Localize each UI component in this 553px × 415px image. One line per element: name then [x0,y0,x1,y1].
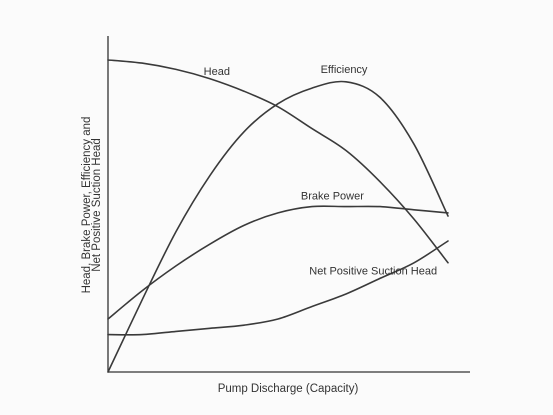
y-axis-title-line-2: Net Positive Suction Head [91,138,103,272]
efficiency-label: Efficiency [321,64,368,76]
brake-power-label: Brake Power [301,191,364,203]
head-label: Head [204,66,230,78]
brake-power-curve [107,205,449,320]
net-positive-suction-head-label: Net Positive Suction Head [309,266,437,278]
efficiency-curve [107,80,449,373]
y-axis-title: Head, Brake Power, Efficiency and Net Po… [81,117,103,294]
x-axis-title: Pump Discharge (Capacity) [218,383,359,395]
net-positive-suction-head-curve [107,240,449,336]
head-curve [107,59,449,264]
curve-labels-group: Head Efficiency Brake Power Net Positive Su… [204,64,437,278]
y-axis-title-line-1: Head, Brake Power, Efficiency and [81,117,93,294]
curves-group [107,59,449,373]
